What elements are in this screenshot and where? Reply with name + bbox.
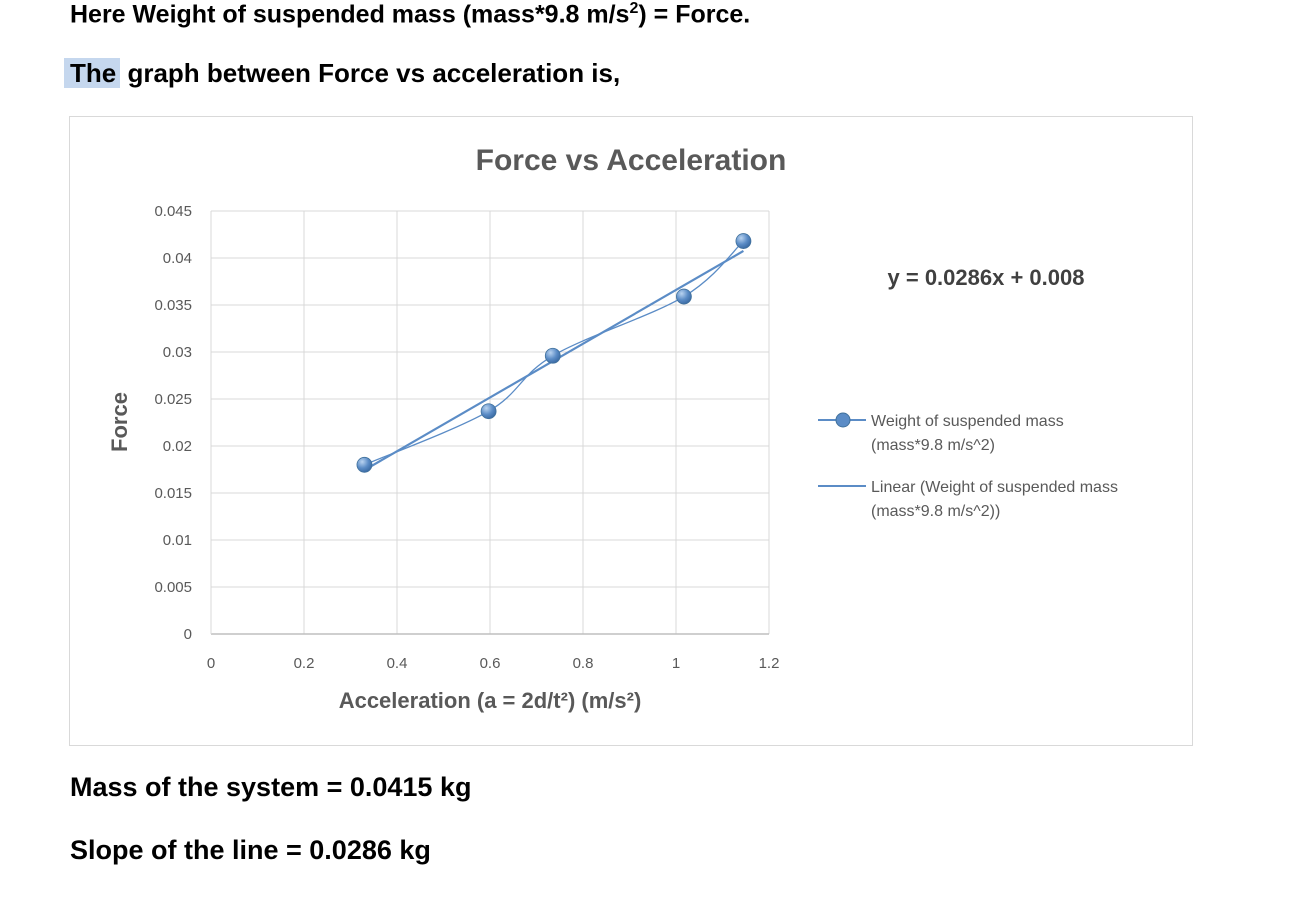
selected-text-highlight[interactable]: The — [64, 58, 121, 88]
chart-frame[interactable] — [69, 116, 1193, 746]
force-definition-text: Here Weight of suspended mass (mass*9.8 … — [70, 0, 750, 29]
force-definition-suffix: ) = Force. — [638, 0, 751, 29]
y-tick-label: 0.02 — [163, 438, 192, 455]
force-definition-superscript: 2 — [629, 0, 639, 17]
y-tick-label: 0 — [184, 626, 192, 643]
y-axis-title: Force — [107, 392, 132, 452]
series-layer — [356, 233, 752, 473]
graph-intro-rest: graph between Force vs acceleration is, — [120, 58, 621, 88]
chart-legend: Weight of suspended mass (mass*9.8 m/s^2… — [818, 412, 1118, 520]
data-point[interactable] — [676, 288, 692, 305]
chart-axes — [210, 211, 769, 635]
x-tick-label: 0.8 — [573, 655, 594, 672]
y-tick-label: 0.035 — [154, 297, 192, 314]
graph-intro-text: The graph between Force vs acceleration … — [64, 58, 620, 89]
tick-labels: 0 0.005 0.01 0.015 0.02 0.025 0.03 0.035 0.04 0.0… — [154, 203, 779, 672]
data-point[interactable] — [544, 347, 561, 364]
slope-of-line-text: Slope of the line = 0.0286 kg — [70, 835, 431, 865]
x-tick-label: 0.2 — [294, 655, 315, 672]
y-tick-label: 0.005 — [154, 579, 192, 596]
x-tick-label: 0.6 — [480, 655, 501, 672]
x-tick-label: 0.4 — [387, 655, 408, 672]
data-point[interactable] — [735, 233, 752, 249]
legend-series-label-line2: (mass*9.8 m/s^2) — [871, 437, 995, 454]
x-tick-label: 0 — [207, 655, 215, 672]
data-point[interactable] — [480, 403, 497, 420]
mass-of-system-text: Mass of the system = 0.0415 kg — [70, 772, 472, 802]
x-tick-label: 1.2 — [759, 655, 780, 672]
x-axis-title: Acceleration (a = 2d/t²) (m/s²) — [339, 688, 642, 713]
x-tick-label: 1 — [672, 655, 680, 672]
legend-item-trendline[interactable]: Linear (Weight of suspended mass (mass*9… — [818, 479, 1118, 520]
force-definition-prefix: Here Weight of suspended mass (mass*9.8 … — [70, 0, 630, 29]
y-tick-label: 0.01 — [163, 532, 192, 549]
legend-item-series[interactable]: Weight of suspended mass (mass*9.8 m/s^2… — [818, 412, 1064, 454]
y-tick-label: 0.03 — [163, 344, 192, 361]
legend-series-marker — [835, 412, 851, 428]
y-tick-label: 0.025 — [154, 391, 192, 408]
legend-trendline-label-line2: (mass*9.8 m/s^2)) — [871, 503, 1000, 520]
trendline-equation: y = 0.0286x + 0.008 — [888, 265, 1085, 290]
y-tick-label: 0.04 — [163, 250, 192, 267]
y-tick-label: 0.015 — [154, 485, 192, 502]
chart-gridlines — [211, 210, 770, 634]
y-tick-label: 0.045 — [154, 203, 192, 220]
data-point[interactable] — [356, 456, 373, 473]
legend-series-label-line1: Weight of suspended mass — [871, 413, 1064, 430]
chart-title: Force vs Acceleration — [476, 144, 787, 177]
legend-trendline-label-line1: Linear (Weight of suspended mass — [871, 479, 1118, 496]
